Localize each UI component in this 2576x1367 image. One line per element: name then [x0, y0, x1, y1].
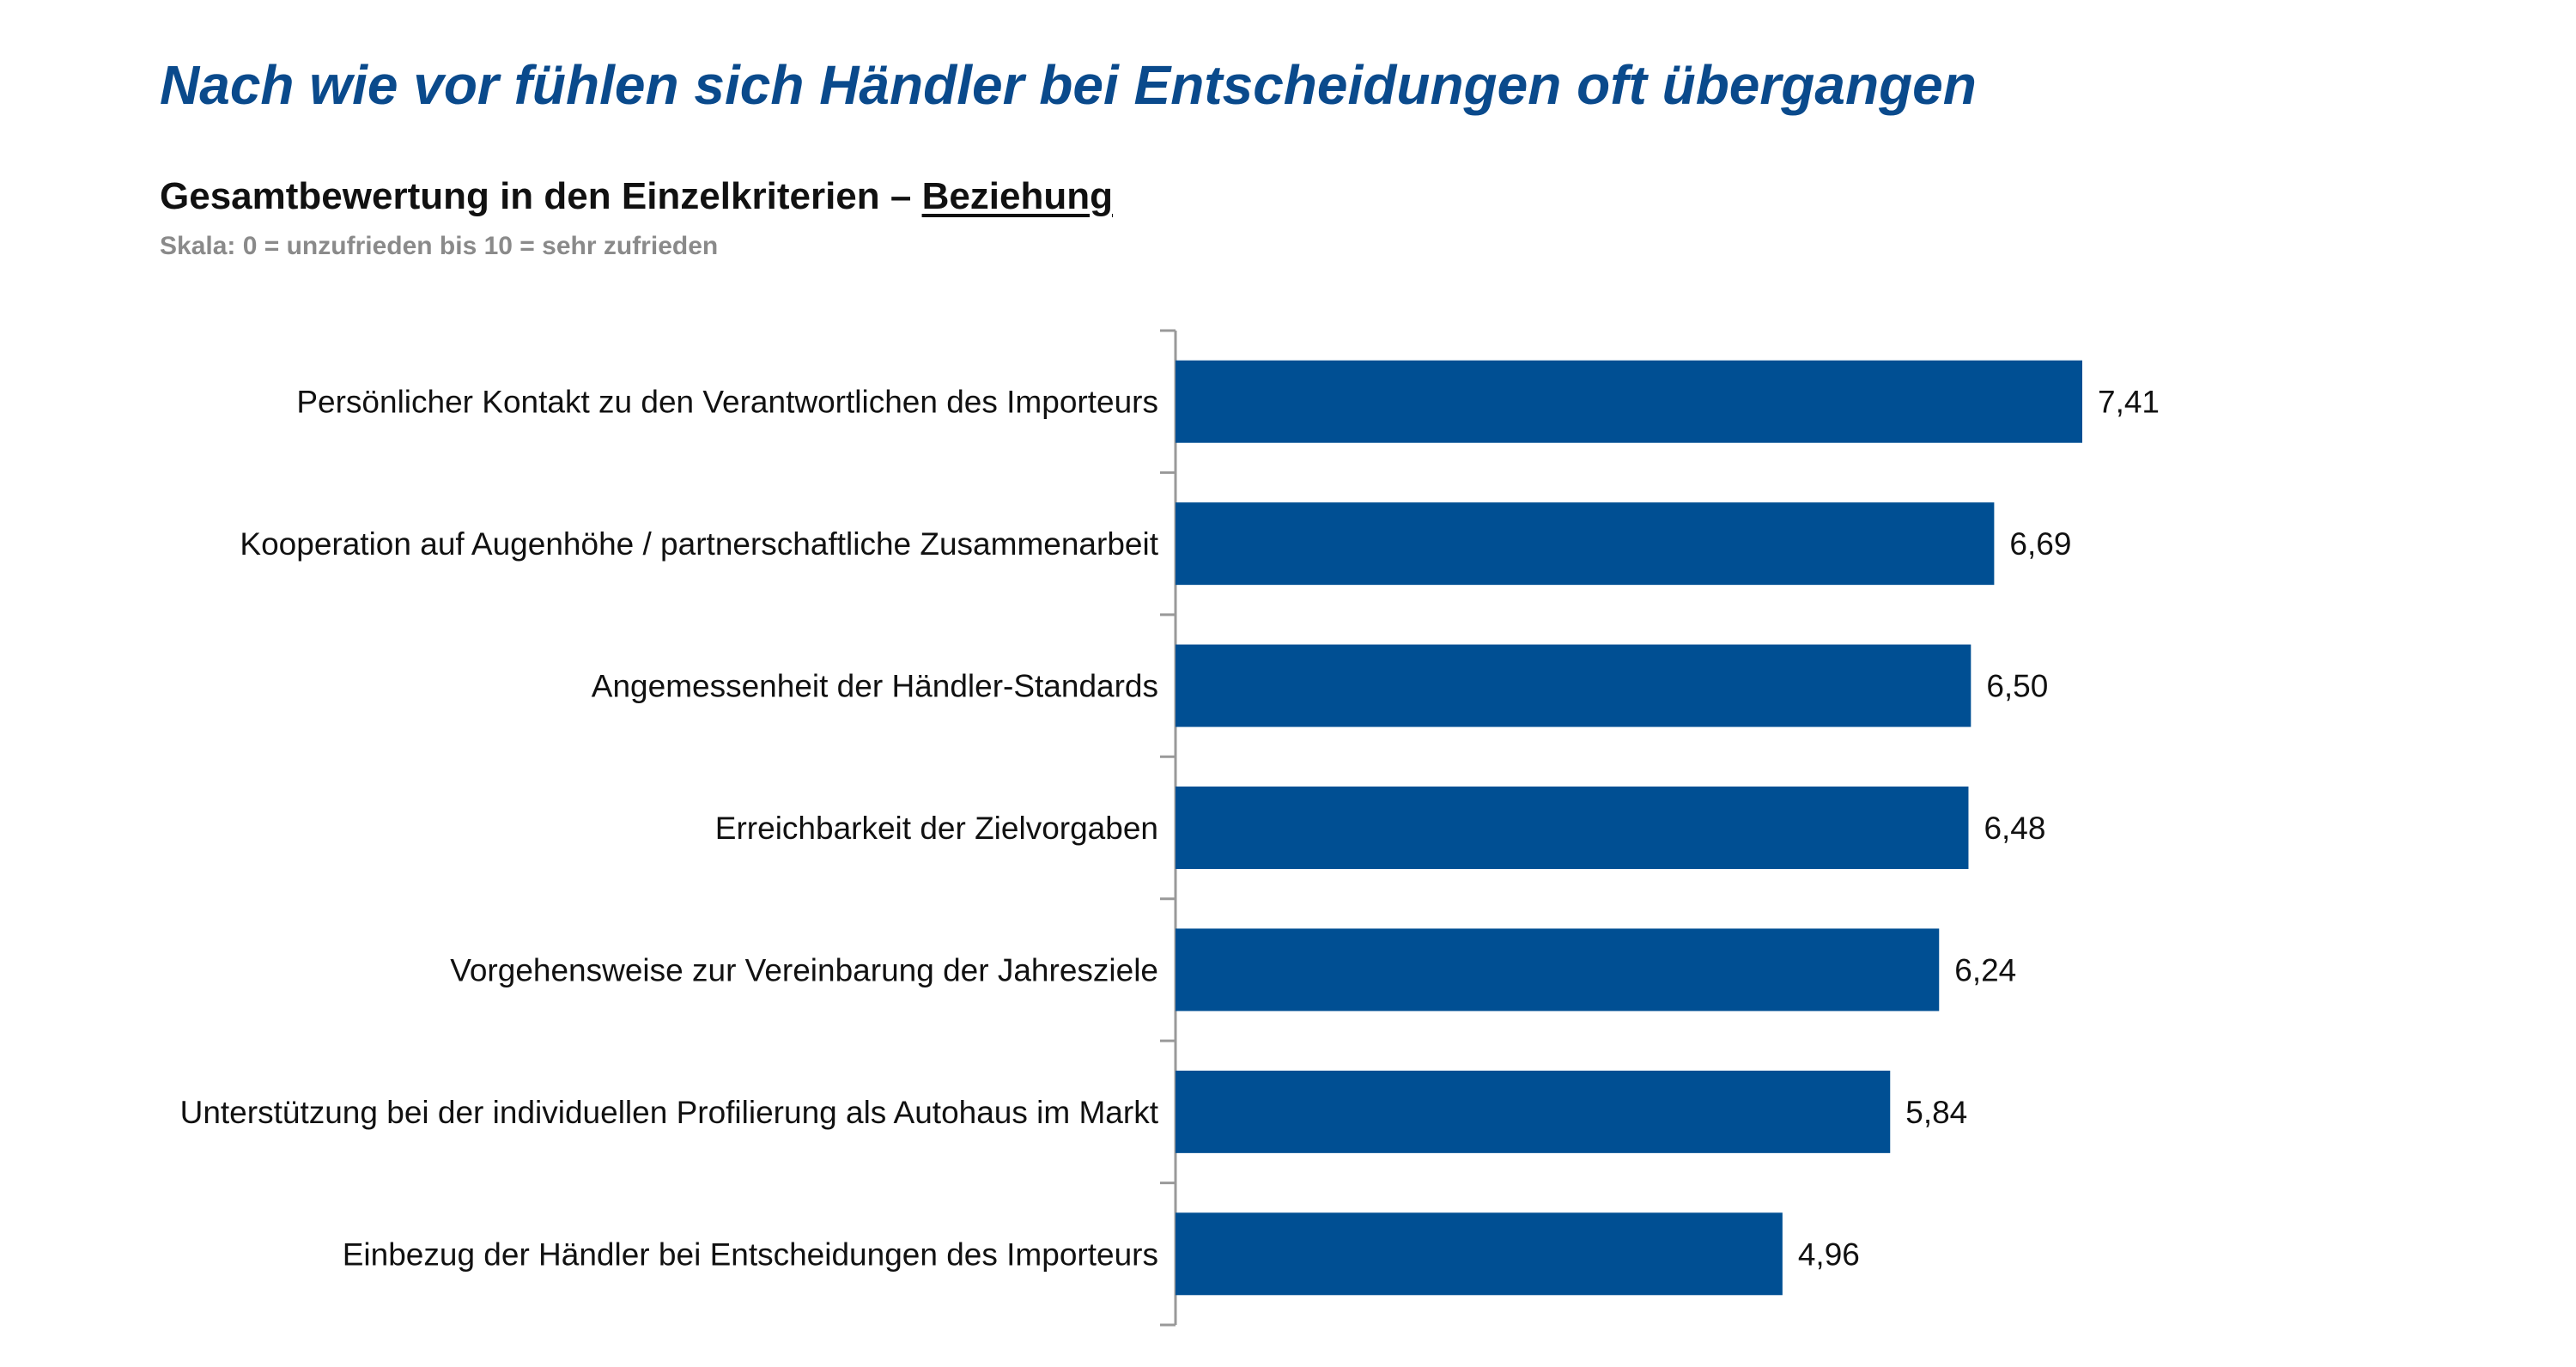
- category-label: Persönlicher Kontakt zu den Verantwortli…: [296, 385, 1158, 420]
- bar: [1176, 502, 1995, 586]
- category-label: Unterstützung bei der individuellen Prof…: [180, 1095, 1159, 1130]
- value-label: 5,84: [1905, 1095, 1967, 1130]
- chart-title-emphasis: Beziehung: [921, 175, 1114, 217]
- bar: [1176, 360, 2082, 443]
- value-label: 6,50: [1986, 669, 2048, 704]
- value-label: 6,24: [1954, 952, 2016, 987]
- category-label: Einbezug der Händler bei Entscheidungen …: [343, 1236, 1158, 1272]
- value-label: 6,69: [2009, 526, 2071, 562]
- bar: [1176, 1212, 1783, 1296]
- page-title: Nach wie vor fühlen sich Händler bei Ent…: [160, 54, 1977, 116]
- bar: [1176, 928, 1940, 1012]
- value-label: 7,41: [2098, 385, 2160, 420]
- category-label: Angemessenheit der Händler-Standards: [592, 669, 1158, 704]
- bar: [1176, 1070, 1891, 1153]
- chart-subtitle: Skala: 0 = unzufrieden bis 10 = sehr zuf…: [160, 232, 719, 260]
- category-label: Kooperation auf Augenhöhe / partnerschaf…: [240, 526, 1158, 562]
- value-label: 6,48: [1984, 811, 2045, 846]
- chart-title: Gesamtbewertung in den Einzelkriterien –…: [160, 175, 1113, 218]
- bar: [1176, 644, 1971, 727]
- category-label: Erreichbarkeit der Zielvorgaben: [715, 811, 1158, 846]
- value-label: 4,96: [1798, 1236, 1860, 1272]
- bar: [1176, 787, 1969, 869]
- category-label: Vorgehensweise zur Vereinbarung der Jahr…: [450, 952, 1158, 987]
- chart-title-prefix: Gesamtbewertung in den Einzelkriterien –: [160, 175, 922, 217]
